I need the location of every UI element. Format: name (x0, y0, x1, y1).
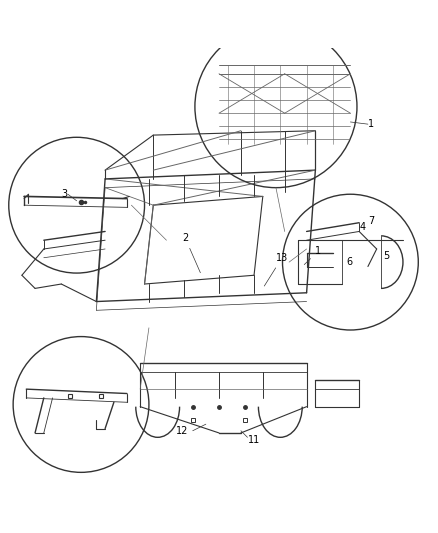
Text: 6: 6 (346, 257, 352, 267)
Text: 7: 7 (368, 215, 374, 225)
Text: 3: 3 (61, 189, 67, 199)
Text: 1: 1 (368, 119, 374, 129)
Text: 13: 13 (264, 253, 288, 286)
Text: 2: 2 (182, 233, 200, 273)
Text: 5: 5 (383, 251, 389, 261)
Text: 12: 12 (176, 426, 188, 436)
Text: 4: 4 (359, 222, 365, 232)
Text: 1: 1 (304, 246, 321, 264)
Text: 11: 11 (247, 434, 260, 445)
